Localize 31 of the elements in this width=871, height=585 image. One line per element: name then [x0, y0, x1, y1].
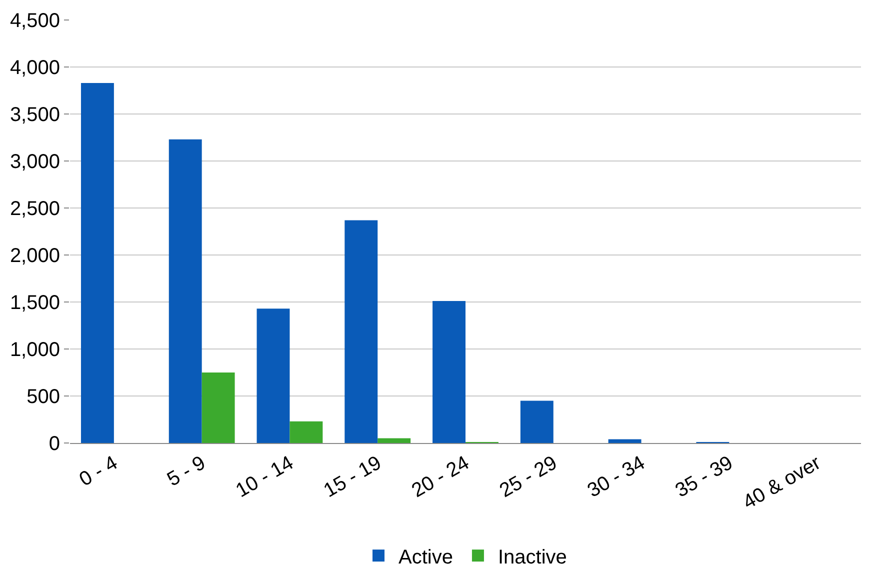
- x-tick-label: 15 - 19: [320, 452, 386, 502]
- bar: [202, 372, 235, 443]
- bar: [520, 400, 554, 443]
- x-tick-label: 30 - 34: [584, 452, 649, 502]
- y-tick-label: 3,500: [10, 104, 60, 126]
- bar: [344, 220, 378, 443]
- y-tick-label: 1,000: [10, 339, 60, 361]
- legend-label: Inactive: [498, 546, 567, 568]
- x-tick-label: 5 - 9: [164, 452, 210, 492]
- x-tick-label: 25 - 29: [496, 452, 561, 502]
- x-tick-label: 40 & over: [739, 452, 825, 514]
- y-tick-label: 3,000: [10, 151, 60, 173]
- bar: [432, 301, 466, 443]
- bar: [378, 438, 411, 443]
- y-tick-label: 2,000: [10, 245, 60, 267]
- x-tick-label: 10 - 14: [232, 452, 298, 502]
- bar: [256, 308, 290, 443]
- bar: [608, 439, 642, 443]
- x-tick-label: 20 - 24: [408, 452, 473, 502]
- y-tick-label: 4,500: [10, 10, 60, 32]
- y-tick-label: 4,000: [10, 57, 60, 79]
- bar: [290, 421, 323, 443]
- bar: [168, 139, 202, 443]
- x-tick-label: 35 - 39: [672, 452, 737, 502]
- y-tick-label: 1,500: [10, 292, 60, 314]
- legend-label: Active: [398, 546, 453, 568]
- y-tick-label: 500: [26, 386, 60, 408]
- y-tick-label: 0: [48, 433, 60, 455]
- bar: [80, 82, 114, 443]
- y-tick-label: 2,500: [10, 198, 60, 220]
- x-tick-label: 0 - 4: [76, 452, 122, 492]
